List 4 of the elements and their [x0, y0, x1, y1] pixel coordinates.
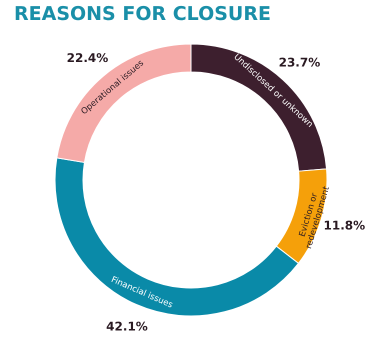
data-label: 42.1% — [106, 320, 148, 334]
data-label: 23.7% — [278, 55, 320, 70]
data-label: 22.4% — [66, 51, 108, 66]
chart-title: REASONS FOR CLOSURE — [14, 3, 271, 25]
